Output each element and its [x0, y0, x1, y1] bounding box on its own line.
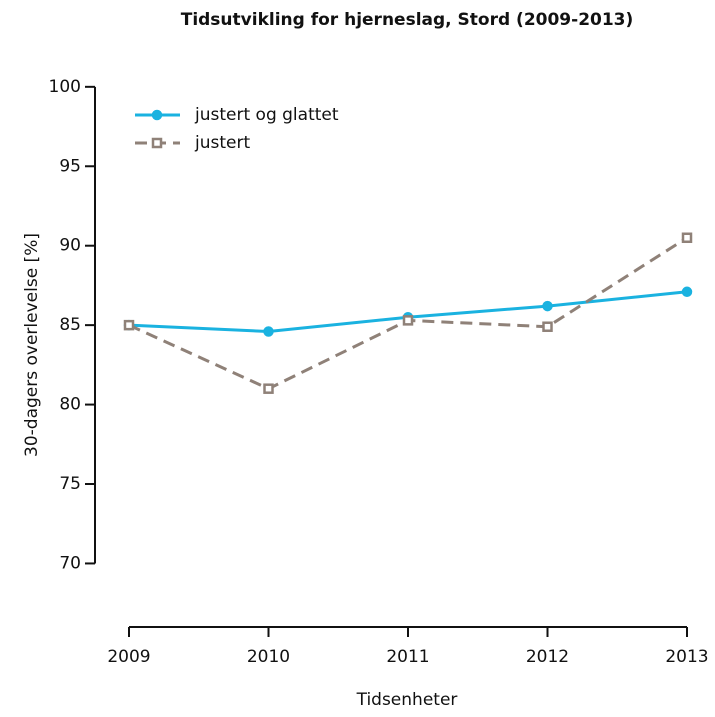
- data-point: [263, 383, 274, 394]
- data-point: [681, 286, 693, 298]
- y-tick-label: 85: [59, 315, 81, 335]
- data-point: [263, 326, 274, 337]
- y-tick-label: 70: [59, 553, 81, 573]
- y-tick-label: 75: [59, 474, 81, 494]
- data-point: [681, 232, 693, 244]
- data-point: [542, 321, 553, 332]
- x-tick-label: 2010: [247, 647, 290, 667]
- chart-title: Tidsutvikling for hjerneslag, Stord (200…: [181, 10, 634, 30]
- data-point: [123, 319, 135, 331]
- y-tick-label: 80: [59, 395, 81, 415]
- y-tick-label: 95: [59, 156, 81, 176]
- y-axis-label: 30-dagers overlevelse [%]: [22, 233, 42, 457]
- y-tick-label: 100: [49, 77, 81, 97]
- x-tick-label: 2012: [526, 647, 569, 667]
- legend-label: justert og glattet: [194, 105, 339, 125]
- legend-marker: [151, 137, 163, 149]
- x-tick-label: 2013: [665, 647, 708, 667]
- legend-marker: [151, 109, 163, 121]
- x-tick-label: 2009: [107, 647, 150, 667]
- x-tick-label: 2011: [386, 647, 429, 667]
- x-axis-label: Tidsenheter: [356, 690, 458, 710]
- legend-label: justert: [194, 133, 250, 153]
- data-point: [402, 315, 414, 326]
- y-tick-label: 90: [59, 236, 81, 256]
- data-point: [542, 300, 553, 312]
